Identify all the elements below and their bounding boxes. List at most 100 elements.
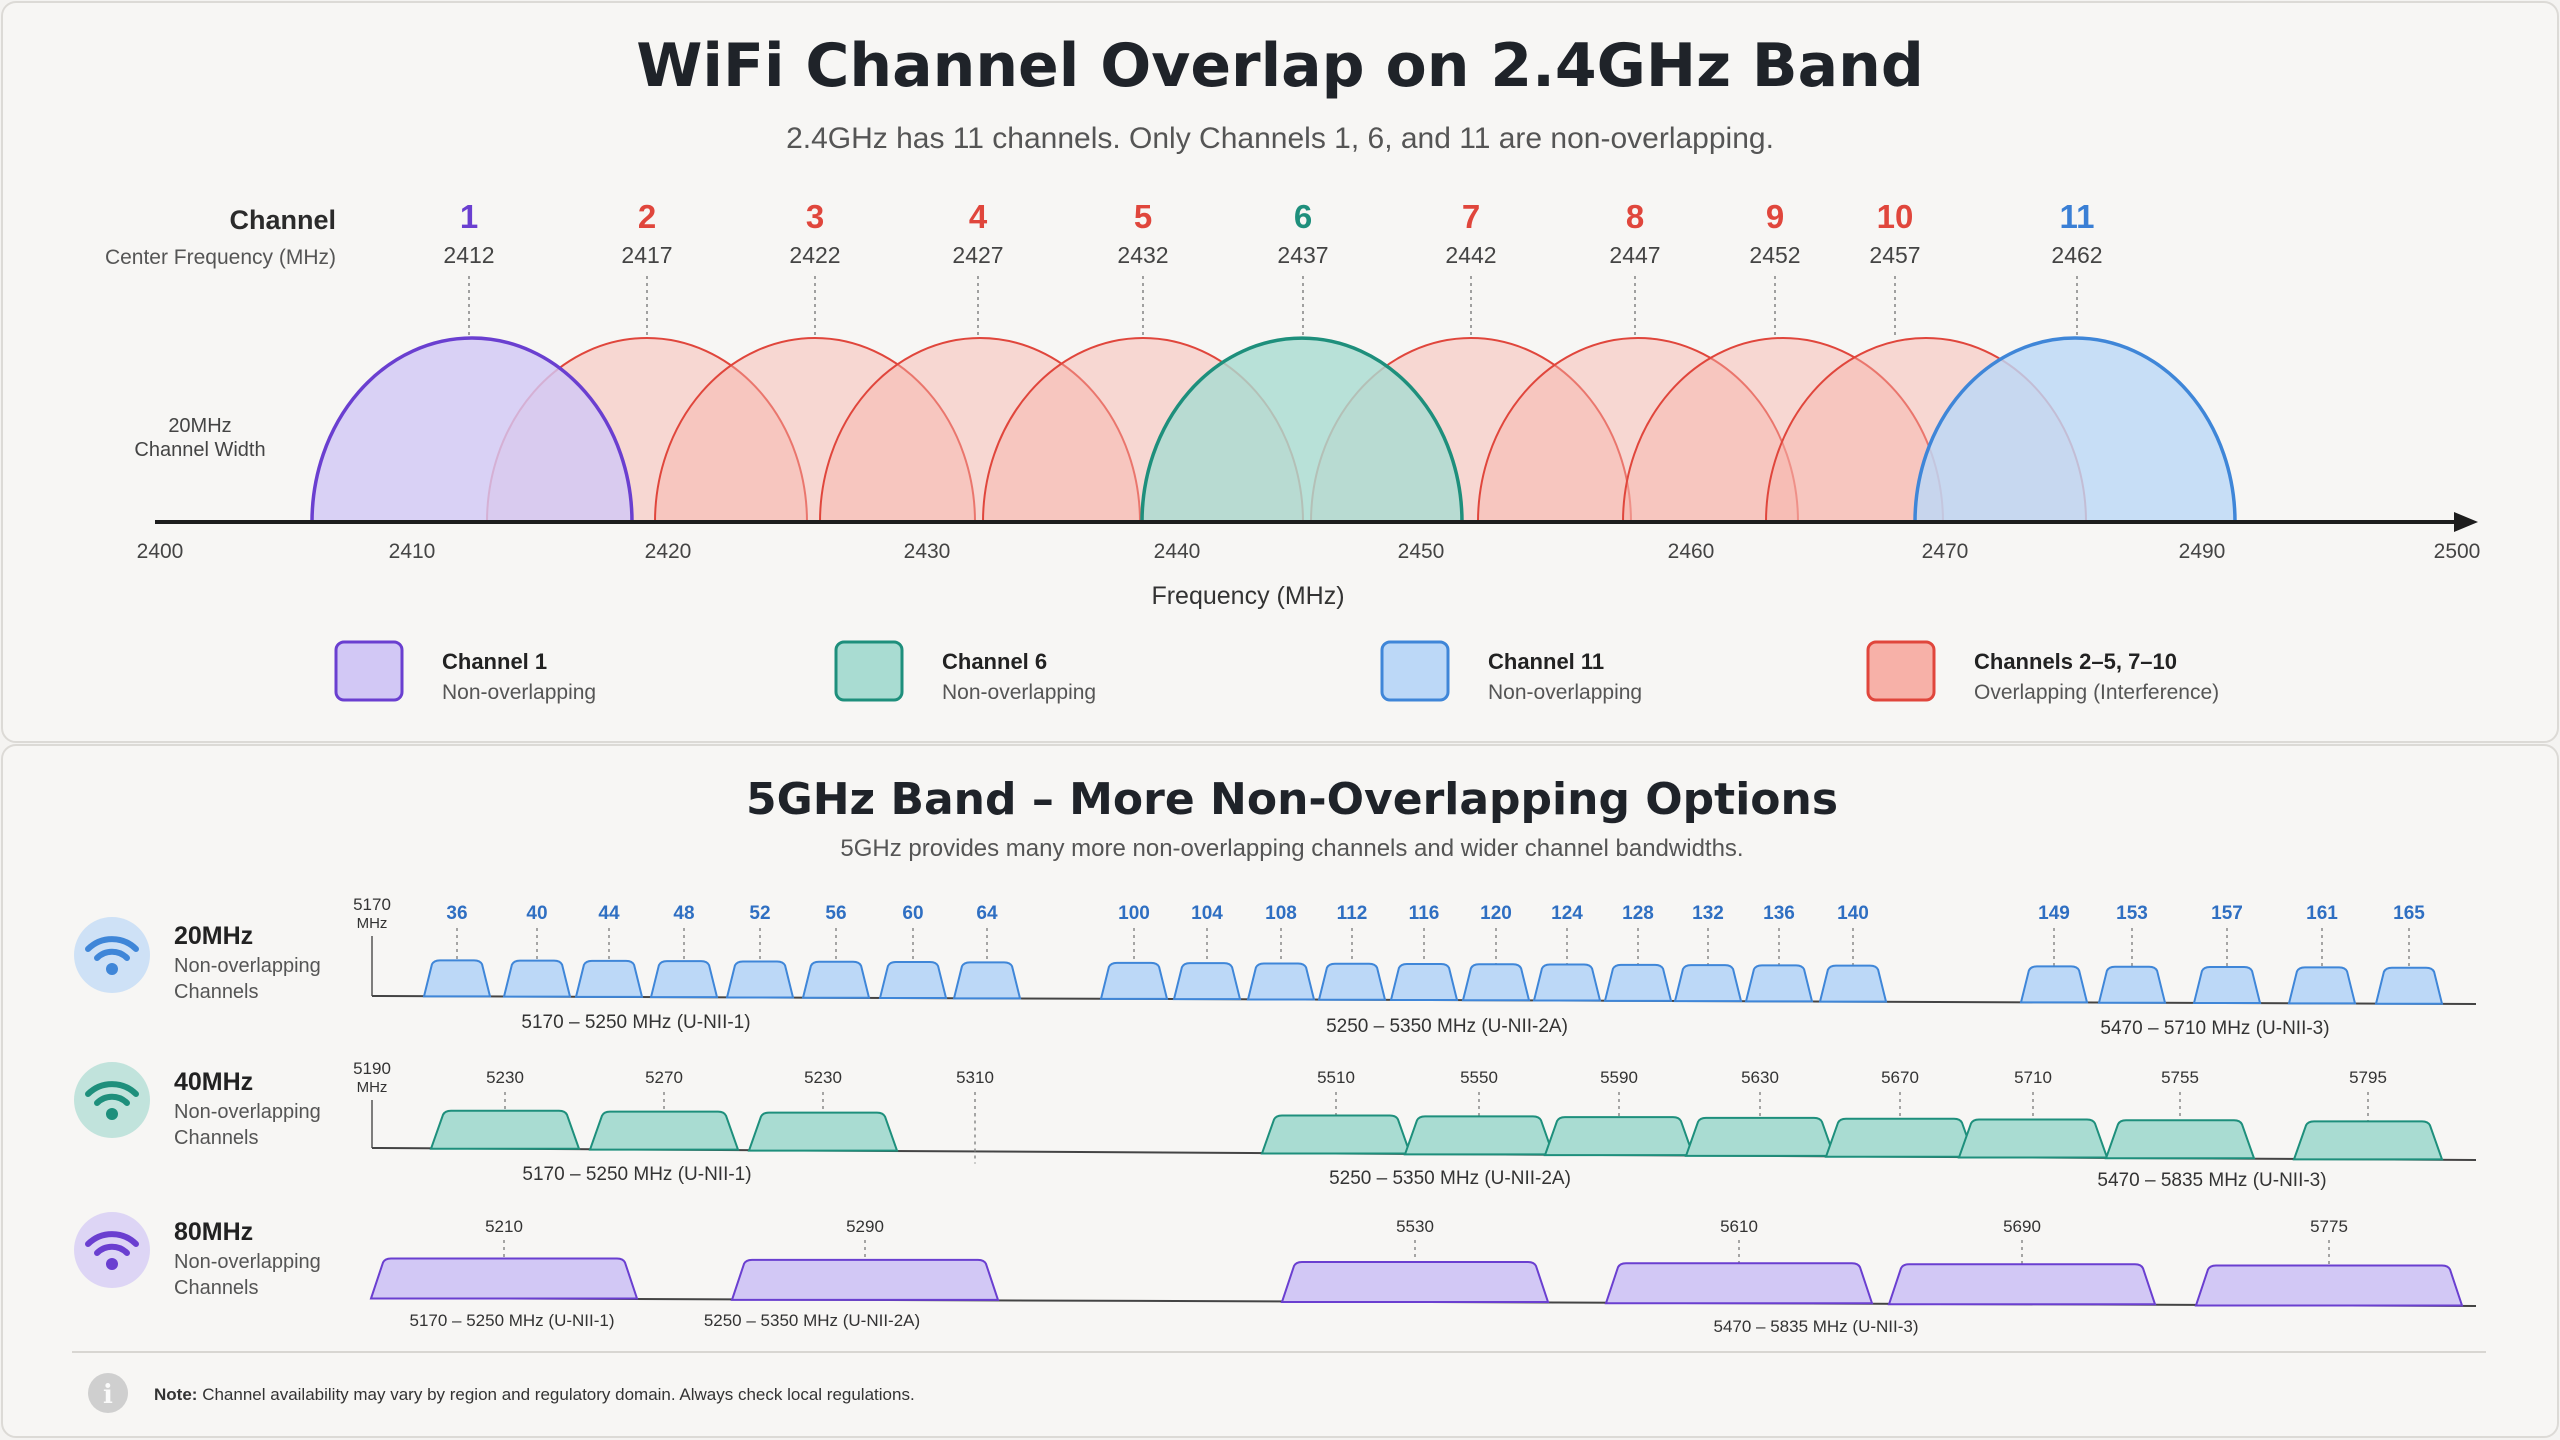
row-channel-block: [1603, 963, 1673, 1002]
row-channel-label: 5755: [2161, 1068, 2199, 1087]
channel-4-curve: [818, 337, 1142, 523]
row-channel-block: [1543, 1116, 1695, 1157]
note-body: Channel availability may vary by region …: [202, 1385, 914, 1404]
row-channel-block: [2104, 1119, 2256, 1160]
legend-title: Channel 11: [1488, 649, 1604, 674]
row-channel-block: [878, 961, 948, 1000]
row-channel-label: 5290: [846, 1217, 884, 1236]
row-channel-block: [1684, 1116, 1836, 1157]
row-channel-label: 5510: [1317, 1068, 1355, 1087]
row-channel-label: 5690: [2003, 1217, 2041, 1236]
channel-9-number: 9: [1766, 198, 1784, 235]
axis-tick-2460: 2460: [1668, 540, 1715, 563]
row-channel-label: 120: [1480, 903, 1512, 924]
axis-tick-2490: 2490: [2179, 540, 2226, 563]
channel-1-number: 1: [460, 198, 478, 235]
channel-8-frequency: 2447: [1609, 242, 1660, 268]
wifi-icon: [74, 1062, 150, 1138]
axis-tick-2500: 2500: [2434, 540, 2481, 563]
channel-1-frequency: 2412: [443, 242, 494, 268]
row-channel-label: 149: [2038, 903, 2070, 924]
row-channel-block: [1403, 1115, 1555, 1156]
legend-title: Channel 1: [442, 649, 547, 674]
legend-item-ch1: Channel 1 Non-overlapping: [334, 640, 596, 704]
row-channel-block: [1532, 963, 1602, 1002]
row-band-range: 5250 – 5350 MHz (U-NII-2A): [704, 1311, 920, 1330]
row-channel-label: 44: [598, 903, 620, 924]
channel-11-curve: [1913, 336, 2237, 524]
channel-9-frequency: 2452: [1749, 242, 1800, 268]
row-channel-label: 116: [1409, 903, 1440, 924]
row-channel-label: 128: [1622, 903, 1654, 924]
row-channel-label: 5590: [1600, 1068, 1638, 1087]
row-channel-block: [1260, 1114, 1412, 1155]
row-channel-label: 5710: [2014, 1068, 2052, 1087]
row-description-2: Channels: [174, 981, 259, 1003]
row-description: Non-overlapping: [174, 1251, 321, 1273]
legend-item-ch6: Channel 6 Non-overlapping: [834, 640, 1096, 704]
channel-5-number: 5: [1134, 198, 1152, 235]
legend-description: Non-overlapping: [942, 681, 1096, 704]
row-channel-block: [369, 1257, 639, 1300]
row-channel-block: [2192, 966, 2262, 1005]
row-channel-block: [1099, 961, 1169, 1000]
axis-tick-2400: 2400: [137, 540, 184, 563]
row-band-range: 5170 – 5250 MHz (U-NII-1): [521, 1012, 750, 1033]
row-channel-label: 5630: [1741, 1068, 1779, 1087]
wifi-icon: [74, 1212, 150, 1288]
row-width-label: 20MHz: [174, 922, 253, 950]
note-text: Note: Channel availability may vary by r…: [154, 1385, 915, 1404]
row-channel-block: [1280, 1260, 1550, 1303]
row-start-frequency: 5190: [353, 1059, 391, 1078]
row-description-2: Channels: [174, 1127, 259, 1149]
legend-swatch: [1380, 640, 1450, 702]
row-80MHz: 80MHz Non-overlapping Channels 5210 5290 5530…: [74, 1212, 2477, 1336]
band5-subtitle: 5GHz provides many more non-overlapping …: [840, 835, 1743, 862]
row-channel-block: [1317, 962, 1387, 1001]
row-channel-label: 60: [902, 903, 923, 924]
legend-item-ch11: Channel 11 Non-overlapping: [1380, 640, 1642, 704]
row-channel-label: 5530: [1396, 1217, 1434, 1236]
legend-description: Non-overlapping: [442, 681, 596, 704]
channel-10-number: 10: [1877, 198, 1914, 235]
row-channel-block: [574, 959, 644, 998]
row-channel-label: 40: [526, 903, 547, 924]
row-channel-block: [2287, 966, 2357, 1005]
row-channel-block: [429, 1109, 581, 1150]
legend-title: Channel 6: [942, 649, 1047, 674]
row-channel-label: 52: [749, 903, 770, 924]
row-channel-label: 165: [2393, 903, 2425, 924]
axis-tick-2470: 2470: [1922, 540, 1969, 563]
band24-legend: Channel 1 Non-overlapping Channel 6 Non-ove…: [334, 640, 2219, 704]
channel-7-frequency: 2442: [1445, 242, 1496, 268]
row-channel-label: 153: [2116, 903, 2148, 924]
channel-3-frequency: 2422: [789, 242, 840, 268]
channel-1-curve: [310, 336, 634, 524]
row-channel-label: 5775: [2310, 1217, 2348, 1236]
row-channel-block: [1744, 964, 1814, 1003]
row-band-range: 5170 – 5250 MHz (U-NII-1): [522, 1164, 751, 1185]
row-channel-block: [2292, 1120, 2444, 1161]
row-start-frequency: 5170: [353, 895, 391, 914]
row-description: Non-overlapping: [174, 955, 321, 977]
row-description-2: Channels: [174, 1277, 259, 1299]
frequency-axis-label: Frequency (MHz): [1151, 582, 1344, 610]
row-channel-label: 5670: [1881, 1068, 1919, 1087]
channel-8-number: 8: [1626, 198, 1644, 235]
row-channel-block: [649, 960, 719, 999]
row-channel-label: 5610: [1720, 1217, 1758, 1236]
legend-swatch: [334, 640, 404, 702]
wifi-icon: [74, 917, 150, 993]
band24-axis-ticks: 2400 2410 2420 2430 2440 2450 2460 2470 2490 2500: [137, 540, 2481, 563]
row-channel-block: [1818, 964, 1888, 1003]
row-band-range: 5170 – 5250 MHz (U-NII-1): [409, 1311, 614, 1330]
row-channel-block: [1246, 962, 1316, 1001]
row-channel-label: 5230: [486, 1068, 524, 1087]
row-channel-label: 100: [1118, 903, 1150, 924]
row-channel-block: [1824, 1117, 1976, 1158]
row-channel-label: 56: [825, 903, 846, 924]
row-channel-label: 5210: [485, 1217, 523, 1236]
